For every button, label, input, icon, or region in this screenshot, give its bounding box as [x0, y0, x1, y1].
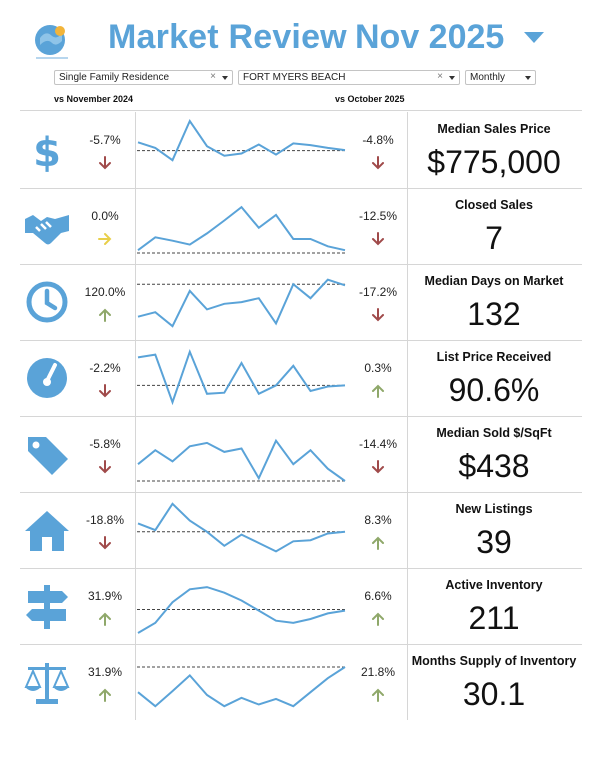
- series-line: [137, 666, 346, 708]
- signpost-icon: [22, 581, 72, 631]
- metric-label: Median Sales Price: [437, 122, 551, 136]
- property-type-value: Single Family Residence: [59, 72, 170, 83]
- area-value: FORT MYERS BEACH: [243, 72, 346, 83]
- metric-value: 90.6%: [448, 372, 540, 408]
- sparkline-closed-sales: [137, 205, 346, 254]
- chevron-down-icon: [525, 76, 531, 80]
- trend-down-arrow-icon: [98, 536, 112, 550]
- yoy-change-new-listings: -18.8%: [85, 513, 125, 527]
- yoy-change-median-days-on-market: 120.0%: [84, 285, 126, 299]
- trend-up-arrow-icon: [98, 688, 112, 702]
- row-divider: [20, 644, 582, 645]
- frequency-value: Monthly: [470, 72, 506, 83]
- gauge-icon: [22, 353, 72, 403]
- series-line: [137, 586, 346, 634]
- mom-change-new-listings: 8.3%: [364, 513, 392, 527]
- dollar-icon: $: [22, 125, 72, 175]
- compare-year-label: vs November 2024: [54, 94, 134, 104]
- series-line: [137, 205, 346, 252]
- trend-down-arrow-icon: [371, 460, 385, 474]
- trend-up-arrow-icon: [98, 308, 112, 322]
- scales-icon: [22, 657, 72, 707]
- frequency-select[interactable]: Monthly: [465, 70, 536, 85]
- metric-value: 211: [468, 600, 520, 636]
- trend-down-arrow-icon: [98, 460, 112, 474]
- period-dropdown-chevron-icon[interactable]: [524, 32, 544, 43]
- clear-property-type-icon[interactable]: ×: [210, 71, 216, 82]
- row-divider: [20, 492, 582, 493]
- yoy-change-median-sales-price: -5.7%: [89, 133, 121, 147]
- trend-down-arrow-icon: [98, 156, 112, 170]
- metric-label: Months Supply of Inventory: [411, 654, 577, 668]
- trend-down-arrow-icon: [371, 232, 385, 246]
- trend-up-arrow-icon: [371, 688, 385, 702]
- mom-change-closed-sales: -12.5%: [358, 209, 398, 223]
- sparkline-median-sold-sqft: [137, 438, 346, 482]
- mom-change-median-sold-sqft: -14.4%: [358, 437, 398, 451]
- trend-up-arrow-icon: [98, 612, 112, 626]
- svg-text:$: $: [33, 130, 61, 175]
- metric-label: New Listings: [455, 502, 533, 516]
- mom-change-median-days-on-market: -17.2%: [358, 285, 398, 299]
- series-line: [137, 438, 346, 482]
- metric-label: Closed Sales: [455, 198, 533, 212]
- chevron-down-icon: [449, 76, 455, 80]
- clear-area-icon[interactable]: ×: [437, 71, 443, 82]
- mom-change-list-price-received: 0.3%: [364, 361, 392, 375]
- series-line: [137, 348, 346, 406]
- trend-down-arrow-icon: [98, 384, 112, 398]
- metric-label: List Price Received: [436, 350, 552, 364]
- metric-label: Active Inventory: [445, 578, 543, 592]
- trend-flat-arrow-icon: [98, 232, 112, 246]
- yoy-change-closed-sales: 0.0%: [91, 209, 119, 223]
- metric-label: Median Sold $/SqFt: [436, 426, 552, 440]
- sparkline-months-supply-of-inventory: [137, 666, 346, 708]
- period-label: Nov 2025: [355, 18, 505, 56]
- clock-icon: [22, 277, 72, 327]
- row-divider: [20, 340, 582, 341]
- mom-change-months-supply-of-inventory: 21.8%: [360, 665, 396, 679]
- series-line: [137, 278, 346, 328]
- handshake-icon: [22, 201, 72, 251]
- sparkline-new-listings: [137, 502, 346, 553]
- mom-change-median-sales-price: -4.8%: [362, 133, 394, 147]
- metric-value: 30.1: [462, 676, 526, 712]
- header-divider: [20, 110, 582, 111]
- brand-logo-icon: [30, 20, 74, 64]
- property-type-select[interactable]: Single Family Residence ×: [54, 70, 233, 85]
- compare-month-label: vs October 2025: [335, 94, 405, 104]
- metric-value: $438: [458, 448, 530, 484]
- sparkline-list-price-received: [137, 348, 346, 406]
- trend-down-arrow-icon: [371, 156, 385, 170]
- yoy-change-median-sold-sqft: -5.8%: [89, 437, 121, 451]
- metric-value: 132: [467, 296, 521, 332]
- page-title: Market Review: [108, 18, 347, 56]
- metric-label: Median Days on Market: [424, 274, 564, 288]
- series-line: [137, 502, 346, 553]
- metric-value: $775,000: [427, 144, 561, 180]
- trend-up-arrow-icon: [371, 612, 385, 626]
- series-line: [137, 118, 346, 162]
- yoy-change-list-price-received: -2.2%: [89, 361, 121, 375]
- yoy-change-months-supply-of-inventory: 31.9%: [87, 665, 123, 679]
- house-icon: [22, 505, 72, 555]
- sparkline-active-inventory: [137, 586, 346, 634]
- row-divider: [20, 264, 582, 265]
- tag-icon: [22, 429, 72, 479]
- trend-up-arrow-icon: [371, 536, 385, 550]
- row-divider: [20, 568, 582, 569]
- metric-value: 7: [485, 220, 503, 256]
- row-divider: [20, 416, 582, 417]
- mom-change-active-inventory: 6.6%: [364, 589, 392, 603]
- chevron-down-icon: [222, 76, 228, 80]
- trend-up-arrow-icon: [371, 384, 385, 398]
- sparkline-median-sales-price: [137, 118, 346, 162]
- yoy-change-active-inventory: 31.9%: [87, 589, 123, 603]
- metric-value: 39: [476, 524, 512, 560]
- row-divider: [20, 188, 582, 189]
- area-select[interactable]: FORT MYERS BEACH ×: [238, 70, 460, 85]
- sparkline-median-days-on-market: [137, 278, 346, 328]
- trend-down-arrow-icon: [371, 308, 385, 322]
